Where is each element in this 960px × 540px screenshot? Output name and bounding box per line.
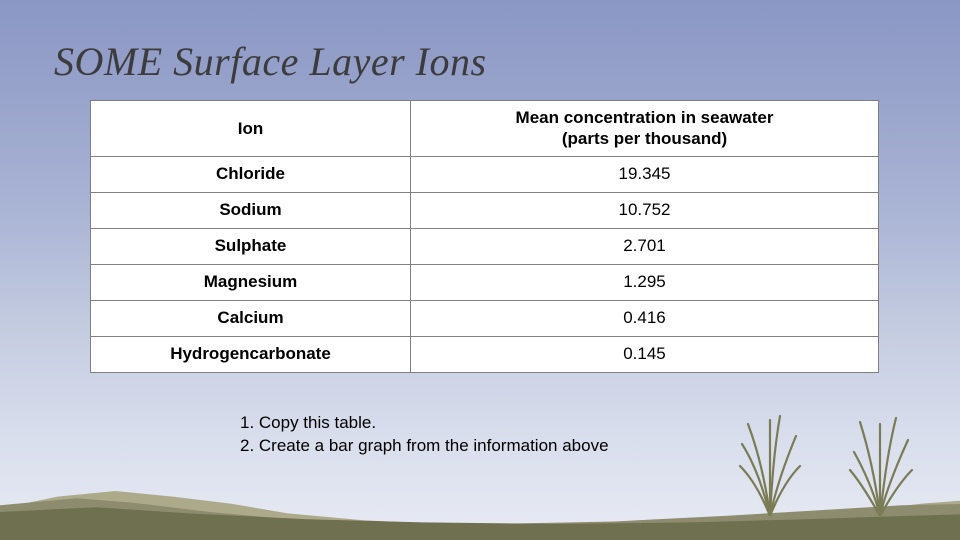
grass-icon	[840, 396, 920, 516]
cell-concentration: 0.145	[411, 336, 879, 372]
table-header-row: Ion Mean concentration in seawater (part…	[91, 101, 879, 157]
table-row: Hydrogencarbonate 0.145	[91, 336, 879, 372]
col-header-ion: Ion	[91, 101, 411, 157]
instruction-line-1: 1. Copy this table.	[240, 412, 609, 435]
grass-icon	[730, 396, 810, 516]
col-header-concentration-line1: Mean concentration in seawater	[516, 108, 774, 127]
cell-ion: Hydrogencarbonate	[91, 336, 411, 372]
table-row: Calcium 0.416	[91, 300, 879, 336]
cell-ion: Sulphate	[91, 228, 411, 264]
col-header-concentration-line2: (parts per thousand)	[562, 129, 727, 148]
cell-ion: Calcium	[91, 300, 411, 336]
cell-concentration: 0.416	[411, 300, 879, 336]
landscape-ground	[0, 450, 960, 540]
cell-concentration: 2.701	[411, 228, 879, 264]
table-row: Sulphate 2.701	[91, 228, 879, 264]
ground-hill-mid	[0, 482, 960, 540]
ground-hill-back	[0, 470, 960, 540]
cell-concentration: 19.345	[411, 156, 879, 192]
cell-ion: Chloride	[91, 156, 411, 192]
col-header-concentration: Mean concentration in seawater (parts pe…	[411, 101, 879, 157]
ground-hill-front	[0, 500, 960, 540]
table-row: Magnesium 1.295	[91, 264, 879, 300]
cell-ion: Sodium	[91, 192, 411, 228]
cell-concentration: 10.752	[411, 192, 879, 228]
cell-concentration: 1.295	[411, 264, 879, 300]
table-row: Sodium 10.752	[91, 192, 879, 228]
table-row: Chloride 19.345	[91, 156, 879, 192]
cell-ion: Magnesium	[91, 264, 411, 300]
instruction-line-2: 2. Create a bar graph from the informati…	[240, 435, 609, 458]
instructions: 1. Copy this table. 2. Create a bar grap…	[240, 412, 609, 458]
ion-table: Ion Mean concentration in seawater (part…	[90, 100, 878, 373]
ion-concentration-table: Ion Mean concentration in seawater (part…	[90, 100, 879, 373]
slide-title: SOME Surface Layer Ions	[54, 38, 487, 85]
